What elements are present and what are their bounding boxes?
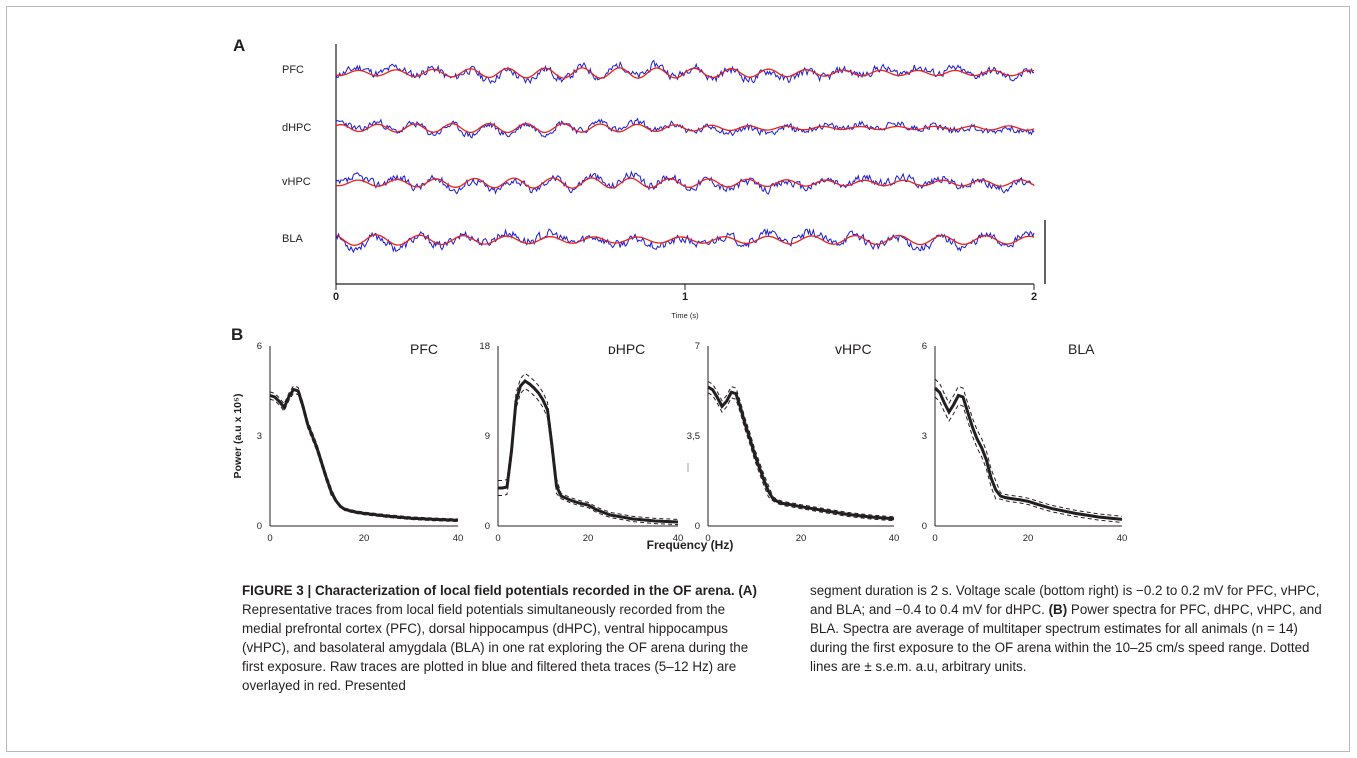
trace-label-pfc: PFC	[282, 64, 304, 76]
figure-graphic: A 0 1 2 Time (s) PFC dHPC vHPC BLA	[231, 36, 1128, 552]
spectrum-dhpc-upper-sem	[498, 372, 679, 520]
spectrum-vhpc-xtick-20: 20	[796, 533, 807, 544]
panel-b-letter: B	[231, 325, 243, 344]
spectrum-pfc-xtick-40: 40	[453, 533, 464, 544]
spectrum-plot-pfc: PFC 6 3 0 0 20 40	[257, 341, 464, 544]
trace-label-bla: BLA	[282, 233, 303, 245]
panel-a-traces: 0 1 2 Time (s) PFC dHPC vHPC BLA	[282, 44, 1046, 320]
spectrum-vhpc-ytick-top: 7	[695, 341, 700, 352]
spectrum-pfc-mean	[269, 387, 459, 522]
panel-a-tick-label-2: 2	[1031, 291, 1037, 303]
spectrum-vhpc-xtick-0: 0	[705, 533, 710, 544]
caption-column-left: FIGURE 3 | Characterization of local fie…	[242, 581, 764, 695]
spectrum-dhpc-ytick-bottom: 0	[485, 521, 490, 532]
spectrum-vhpc-ytick-bottom: 0	[695, 521, 700, 532]
spectrum-pfc-title: PFC	[410, 341, 438, 357]
spectrum-pfc-ytick-top: 6	[257, 341, 262, 352]
figure-frame	[6, 6, 1350, 752]
spectrum-dhpc-xtick-40: 40	[673, 533, 684, 544]
raw-trace-bla	[335, 228, 1035, 254]
spectrum-vhpc-ytick-mid: 3,5	[687, 431, 700, 442]
spectrum-dhpc-xtick-0: 0	[495, 533, 500, 544]
spectrum-dhpc-title: ᴅHPC	[608, 341, 645, 357]
panel-b-ylabel: Power (a.u x 10⁵)	[232, 394, 244, 479]
panel-a-xlabel: Time (s)	[671, 311, 699, 320]
caption-title: FIGURE 3 | Characterization of local fie…	[242, 583, 735, 598]
spectrum-dhpc-xtick-20: 20	[583, 533, 594, 544]
raw-trace-vhpc	[335, 170, 1035, 195]
spectrum-pfc-xtick-0: 0	[267, 533, 272, 544]
spectrum-dhpc-ytick-top: 18	[479, 341, 490, 352]
spectrum-bla-mean	[933, 386, 1123, 521]
caption-label-a: (A)	[738, 583, 757, 598]
spectrum-pfc-ytick-bottom: 0	[257, 521, 262, 532]
spectrum-vhpc-upper-sem	[707, 381, 895, 518]
spectrum-pfc-lower-sem	[269, 392, 459, 523]
caption-label-b: (B)	[1048, 602, 1068, 617]
spectrum-bla-ytick-mid: 3	[922, 431, 927, 442]
trace-label-vhpc: vHPC	[282, 176, 311, 188]
panel-a-letter: A	[233, 36, 245, 55]
panel-a-tick-label-1: 1	[682, 291, 688, 303]
caption-text-a-continued: segment duration is 2 s. Voltage scale (…	[810, 583, 1320, 617]
trace-label-dhpc: dHPC	[282, 122, 311, 134]
spectrum-bla-lower-sem	[934, 396, 1123, 523]
panel-a-tick-label-0: 0	[333, 291, 339, 303]
caption-column-right: segment duration is 2 s. Voltage scale (…	[810, 581, 1330, 676]
panel-b-xlabel: Frequency (Hz)	[647, 538, 734, 552]
spectrum-bla-upper-sem	[934, 378, 1123, 517]
caption-text-b: Power spectra for PFC, dHPC, vHPC, and B…	[810, 602, 1322, 674]
spectrum-bla-ytick-bottom: 0	[922, 521, 927, 532]
spectrum-plot-bla: BLA 6 3 0 0 20 40	[922, 341, 1128, 544]
spectrum-pfc-xtick-20: 20	[359, 533, 370, 544]
spectrum-bla-title: BLA	[1068, 341, 1095, 357]
spectrum-bla-xtick-0: 0	[932, 533, 937, 544]
filtered-trace-dhpc	[335, 122, 1035, 134]
spectrum-dhpc-mean	[498, 379, 679, 524]
spectrum-vhpc-title: vHPC	[835, 341, 872, 357]
spectrum-vhpc-mean	[707, 385, 895, 521]
spectrum-plot-dhpc: ᴅHPC 18 9 0 0 20 40	[479, 341, 689, 544]
caption-text-a: Representative traces from local field p…	[242, 602, 749, 693]
spectrum-pfc-ytick-mid: 3	[257, 431, 262, 442]
filtered-trace-vhpc	[335, 177, 1035, 189]
spectrum-vhpc-lower-sem	[707, 392, 895, 522]
spectrum-bla-xtick-40: 40	[1117, 533, 1128, 544]
spectrum-bla-ytick-top: 6	[922, 341, 927, 352]
spectrum-vhpc-xtick-40: 40	[889, 533, 900, 544]
filtered-trace-bla	[335, 234, 1035, 246]
spectrum-bla-xtick-20: 20	[1023, 533, 1034, 544]
filtered-trace-pfc	[335, 67, 1035, 79]
spectrum-dhpc-ytick-mid: 9	[485, 431, 490, 442]
spectrum-plot-vhpc: vHPC 7 3,5 0 0 20 40	[687, 341, 900, 544]
spectrum-pfc-upper-sem	[269, 385, 459, 520]
